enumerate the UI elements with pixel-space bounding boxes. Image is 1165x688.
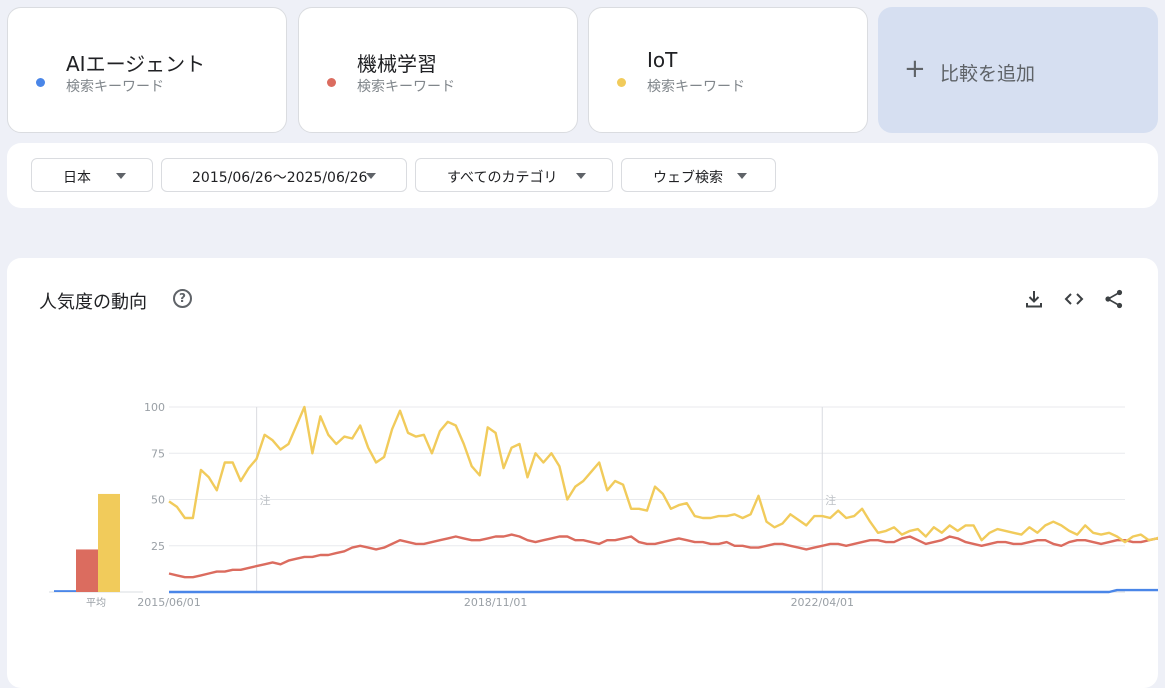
add-comparison-label: 比較を追加 [940, 63, 1036, 85]
series-color-dot [36, 78, 45, 87]
embed-code-icon[interactable] [1063, 288, 1085, 310]
category-dropdown[interactable]: すべてのカテゴリ [415, 158, 613, 192]
term-name: IoT [647, 48, 678, 72]
term-name: 機械学習 [357, 52, 437, 76]
date-range-value: 2015/06/26〜2025/06/26 [192, 170, 368, 186]
panel-title: 人気度の動向 [39, 292, 147, 313]
note-marker-label: 注 [825, 493, 836, 507]
average-bar [54, 590, 76, 592]
search-type-dropdown[interactable]: ウェブ検索 [621, 158, 776, 192]
y-tick-label: 25 [151, 540, 165, 553]
note-marker-label: 注 [260, 493, 271, 507]
download-icon[interactable] [1023, 288, 1045, 310]
date-range-dropdown[interactable]: 2015/06/26〜2025/06/26 [161, 158, 407, 192]
chart-gridlines [169, 406, 1125, 593]
dropdown-arrow-icon [366, 173, 376, 179]
plus-icon: + [904, 54, 926, 84]
dropdown-arrow-icon [576, 173, 586, 179]
trend-chart: 25 50 75 100 注 注 2015/06/01 2018/11/01 2022/04/0… [49, 401, 1158, 609]
term-card-iot[interactable]: IoT 検索キーワード [588, 7, 868, 133]
x-tick-label: 2015/06/01 [137, 596, 200, 609]
average-bars [49, 493, 143, 593]
term-card-ai-agent[interactable]: AIエージェント 検索キーワード [7, 7, 287, 133]
term-type-label: 検索キーワード [647, 79, 745, 95]
y-tick-label: 50 [151, 494, 165, 507]
average-bar [76, 549, 98, 592]
interest-over-time-panel: 人気度の動向 ? 25 50 75 100 注 注 2015/06/01 2018/11/01… [7, 258, 1158, 688]
region-dropdown[interactable]: 日本 [31, 158, 153, 192]
question-circle-icon[interactable]: ? [173, 289, 192, 308]
x-tick-label: 2018/11/01 [464, 596, 527, 609]
series-color-dot [617, 78, 626, 87]
search-type-value: ウェブ検索 [653, 170, 723, 186]
term-card-machine-learning[interactable]: 機械学習 検索キーワード [298, 7, 578, 133]
average-label: 平均 [86, 597, 106, 609]
region-value: 日本 [63, 170, 91, 186]
average-bar [98, 493, 120, 592]
x-tick-label: 2022/04/01 [791, 596, 854, 609]
term-name: AIエージェント [66, 52, 206, 76]
term-type-label: 検索キーワード [357, 79, 455, 95]
y-tick-label: 100 [144, 401, 165, 414]
term-type-label: 検索キーワード [66, 79, 164, 95]
series-line [169, 588, 1158, 594]
add-comparison-button[interactable]: + 比較を追加 [878, 7, 1158, 133]
category-value: すべてのカテゴリ [447, 170, 558, 186]
dropdown-arrow-icon [116, 173, 126, 179]
axis-labels: 25 50 75 100 注 注 2015/06/01 2018/11/01 2022/04/0… [86, 401, 854, 609]
filter-bar: 日本 2015/06/26〜2025/06/26 すべてのカテゴリ ウェブ検索 [7, 143, 1158, 208]
share-icon[interactable] [1103, 288, 1125, 310]
dropdown-arrow-icon [737, 173, 747, 179]
series-line [168, 405, 1158, 544]
series-color-dot [327, 78, 336, 87]
trend-lines [168, 405, 1158, 594]
y-tick-label: 75 [151, 447, 165, 460]
series-line [168, 533, 1158, 579]
